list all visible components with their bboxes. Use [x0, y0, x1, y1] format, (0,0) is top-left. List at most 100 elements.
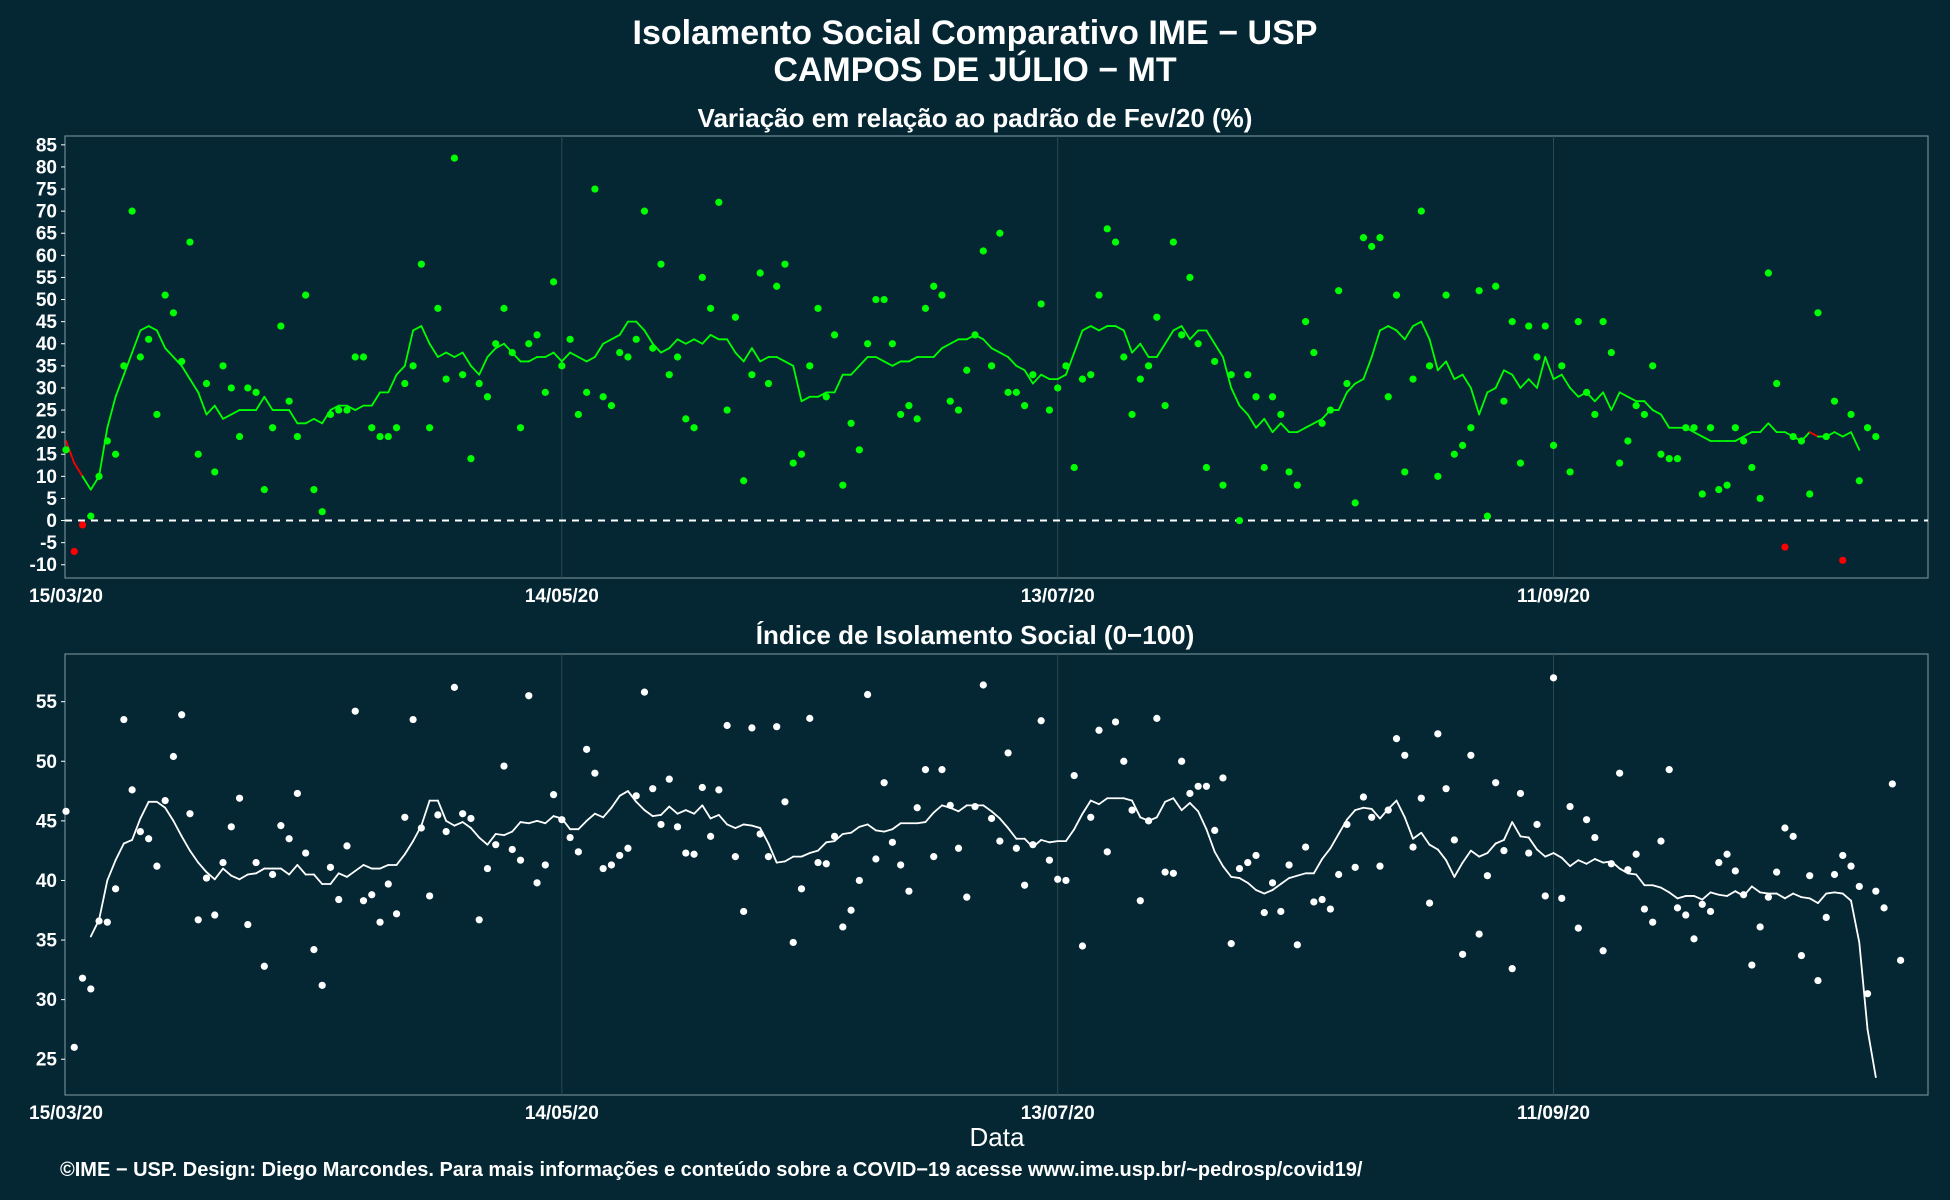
data-point [789, 938, 797, 947]
data-point [1417, 207, 1425, 215]
moving-average-segment [1742, 431, 1753, 438]
moving-average-segment [1569, 859, 1580, 868]
data-point [376, 432, 384, 441]
moving-average-segment [197, 391, 208, 416]
moving-average-segment [1180, 325, 1191, 341]
moving-average-segment [1626, 872, 1638, 876]
data-point [434, 304, 442, 312]
moving-average-segment [445, 819, 456, 827]
data-point [913, 804, 921, 812]
panel-border [64, 135, 1929, 579]
data-point [145, 335, 153, 343]
moving-average-segment [1825, 891, 1836, 895]
data-point [1219, 481, 1227, 489]
data-point [1194, 340, 1202, 348]
y-tick-label: -5 [40, 533, 57, 554]
data-point [616, 851, 624, 860]
data-point [62, 446, 70, 454]
data-point [930, 282, 938, 290]
data-point [649, 344, 657, 352]
moving-average-segment [1841, 431, 1852, 438]
moving-average-segment [395, 364, 406, 376]
moving-average-segment [263, 395, 274, 411]
moving-average-segment [536, 819, 547, 825]
variation-panel: 15/03/20 14/05/20 13/07/20 11/09/20-10-5051… [29, 135, 1929, 607]
data-point [946, 397, 954, 405]
data-point [302, 849, 310, 857]
data-point [1012, 388, 1020, 396]
moving-average-segment [1271, 883, 1282, 891]
moving-average-segment [1379, 325, 1390, 332]
data-point [1376, 234, 1384, 242]
moving-average-segment [759, 356, 770, 363]
data-point [1715, 858, 1723, 867]
data-point [1070, 463, 1078, 472]
moving-average-segment [775, 860, 786, 864]
moving-average-segment [668, 338, 679, 350]
data-point [632, 335, 640, 343]
moving-average-segment [726, 823, 737, 829]
data-point [302, 291, 310, 299]
data-point [1706, 424, 1715, 432]
data-point [1302, 843, 1310, 851]
moving-average-segment [445, 351, 456, 358]
data-point [450, 683, 459, 691]
moving-average-segment [784, 855, 795, 863]
moving-average-segment [1519, 378, 1530, 389]
y-tick-label: 60 [36, 246, 57, 267]
moving-average-segment [1213, 850, 1224, 868]
moving-average-segment [1808, 431, 1819, 438]
data-point [723, 721, 731, 730]
data-point [1789, 432, 1797, 441]
data-point [70, 1043, 78, 1051]
data-point [202, 379, 211, 388]
data-point [698, 273, 706, 282]
moving-average-segment [1726, 890, 1737, 897]
data-point [1839, 556, 1847, 564]
data-point [1087, 813, 1095, 821]
x-tick-label: 15/03/20 [29, 586, 103, 607]
data-point [1500, 847, 1508, 855]
moving-average-segment [370, 391, 381, 407]
data-point [442, 827, 450, 836]
data-point [1698, 900, 1706, 908]
data-point [1359, 234, 1368, 242]
data-point [525, 340, 533, 348]
moving-average-segment [494, 833, 505, 837]
moving-average-segment [346, 870, 357, 878]
data-point [1169, 869, 1177, 877]
data-point [1508, 965, 1516, 973]
moving-average-segment [81, 475, 92, 491]
data-point [351, 353, 359, 361]
x-tick-label: 13/07/20 [1021, 1103, 1095, 1124]
data-point [1252, 393, 1260, 401]
data-point [1277, 907, 1285, 916]
data-point [310, 945, 318, 954]
data-point [723, 406, 731, 414]
moving-average-segment [1279, 422, 1290, 434]
data-point [872, 855, 880, 863]
data-point [822, 393, 830, 401]
moving-average-segment [693, 338, 704, 345]
data-point [1649, 362, 1657, 370]
data-point [1078, 375, 1087, 383]
moving-average-segment [957, 804, 968, 813]
data-point [120, 715, 128, 724]
moving-average-segment [1618, 391, 1629, 398]
data-point [1822, 913, 1830, 922]
moving-average-segment [593, 342, 605, 358]
moving-average-segment [1296, 426, 1307, 434]
data-point [1582, 816, 1591, 824]
moving-average-segment [387, 373, 398, 394]
data-point [359, 353, 368, 361]
data-point [1739, 891, 1748, 899]
data-point [483, 393, 492, 401]
moving-average-segment [470, 827, 481, 839]
data-point [1682, 424, 1690, 432]
moving-average-segment [560, 351, 572, 363]
data-point [574, 848, 582, 856]
moving-average-segment [164, 806, 175, 822]
moving-average-segment [1602, 391, 1613, 411]
data-point [830, 331, 839, 339]
data-point [1442, 291, 1450, 299]
